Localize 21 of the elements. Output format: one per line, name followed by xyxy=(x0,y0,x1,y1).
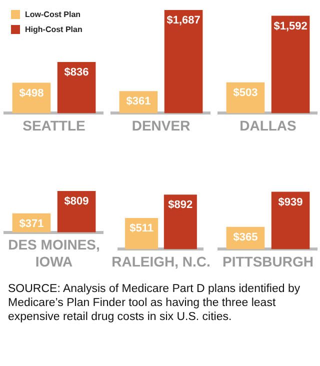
legend-label: High-Cost Plan xyxy=(25,25,82,34)
data-label: $511 xyxy=(130,222,154,234)
data-label: $365 xyxy=(233,231,258,244)
data-label: $809 xyxy=(64,196,89,208)
data-label: $836 xyxy=(64,66,89,79)
legend-label: Low-Cost Plan xyxy=(25,10,81,19)
x-tick-label: SEATTLE xyxy=(22,117,86,134)
data-label: $939 xyxy=(278,196,303,208)
x-tick-label: DES MOINES, IOWA xyxy=(8,236,100,270)
data-label: $371 xyxy=(19,218,44,230)
x-tick-label: PITTSBURGH xyxy=(222,253,314,270)
x-tick-label: DALLAS xyxy=(240,117,296,134)
data-label: $892 xyxy=(168,199,193,212)
data-label: $503 xyxy=(233,86,258,99)
data-label: $361 xyxy=(126,96,151,108)
data-label: $1,687 xyxy=(166,14,200,27)
data-label: $1,592 xyxy=(274,20,308,32)
x-tick-label: DENVER xyxy=(132,117,190,134)
source-note: SOURCE: Analysis of Medicare Part D plans identified by Medicare’s Plan Finder tool as having the three least expensive retail drug costs in six U.S. cities. xyxy=(8,282,302,324)
data-label: $498 xyxy=(19,87,44,100)
x-tick-label: RALEIGH, N.C. xyxy=(112,253,210,270)
